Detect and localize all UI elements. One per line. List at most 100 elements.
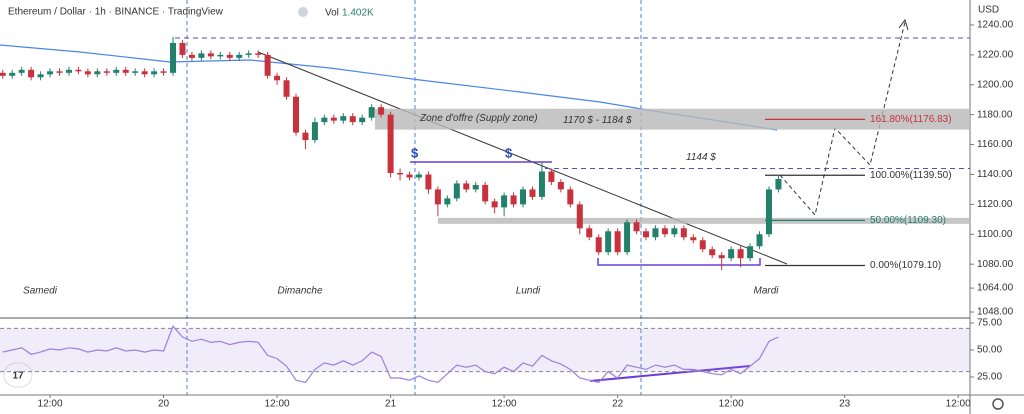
candle-body <box>56 71 63 73</box>
candle-body <box>368 107 375 118</box>
day-label: Mardi <box>753 286 779 297</box>
x-tick-label: 12:00 <box>265 399 290 410</box>
candle-body <box>141 71 148 75</box>
candle-body <box>255 53 262 55</box>
candle-body <box>340 116 347 121</box>
candle-body <box>387 114 394 173</box>
candle-body <box>349 116 356 123</box>
candle-body <box>151 71 158 75</box>
fib-label: 50.00%(1109.30) <box>870 215 946 226</box>
candle-body <box>207 53 214 57</box>
candle-body <box>434 189 441 205</box>
candle-body <box>643 231 650 238</box>
candle-body <box>359 117 366 123</box>
candle-body <box>699 240 706 250</box>
candle-body <box>747 246 754 259</box>
candle-body <box>28 69 35 78</box>
candle-body <box>103 71 110 73</box>
y-tick-label: 1200.00 <box>977 79 1014 90</box>
y-tick-label: 1064.00 <box>977 283 1014 294</box>
candle-body <box>482 184 489 202</box>
candle-body <box>274 75 281 81</box>
y-tick-label: 1080.00 <box>977 259 1014 270</box>
candle-body <box>709 249 716 256</box>
candle-body <box>624 222 631 253</box>
candle-body <box>576 204 583 229</box>
candle-body <box>245 53 252 55</box>
candle-body <box>737 249 744 259</box>
rsi-divergence <box>589 365 751 382</box>
rsi-line <box>2 325 779 384</box>
x-tick-label: 12:00 <box>38 399 63 410</box>
fib-label: 161.80%(1176.83) <box>870 114 952 125</box>
trendline <box>257 51 788 265</box>
candle-body <box>65 69 72 73</box>
candle-body <box>283 80 290 97</box>
y-tick-label: 1140.00 <box>977 169 1013 180</box>
candle-body <box>406 174 413 178</box>
candle-body <box>633 222 640 232</box>
supply-zone <box>375 108 970 130</box>
y-tick-label: 1220.00 <box>977 50 1014 61</box>
candle-body <box>595 237 602 253</box>
candle-body <box>690 237 697 241</box>
candle-body <box>188 54 195 58</box>
candle-body <box>37 74 44 78</box>
y-tick-label: 1120.00 <box>977 199 1013 210</box>
candle-body <box>472 184 479 190</box>
candle-body <box>756 234 763 247</box>
y-tick-label: 1100.00 <box>977 229 1013 240</box>
title: Ethereum / Dollar · 1h · BINANCE · Tradi… <box>8 7 224 18</box>
day-label: Dimanche <box>277 286 322 297</box>
y-tick-label: 1160.00 <box>977 139 1013 150</box>
candle-body <box>728 249 735 259</box>
candle-body <box>160 71 167 73</box>
candle-body <box>397 172 404 175</box>
dollar-marker: $ <box>411 145 419 160</box>
rsi-band <box>0 328 970 372</box>
session-lines <box>186 0 642 395</box>
candle-body <box>311 122 318 141</box>
candle-body <box>198 53 205 58</box>
candle-body <box>9 72 16 76</box>
candle-body <box>179 42 186 55</box>
candle-body <box>170 42 177 73</box>
y-tick-label: 1048.00 <box>977 307 1014 318</box>
settings-icon[interactable] <box>992 398 1004 410</box>
x-tick-label: 20 <box>158 399 170 410</box>
candle-body <box>378 107 385 115</box>
candle-body <box>444 198 451 205</box>
candle-body <box>453 183 460 199</box>
candle-body <box>548 171 555 182</box>
candle-body <box>586 228 593 238</box>
y-tick-label: 1180.00 <box>977 109 1013 120</box>
zone-price-label: 1170 $ - 1184 $ <box>563 115 632 126</box>
x-tick-label: 21 <box>385 399 397 410</box>
candle-body <box>217 54 224 57</box>
candle-body <box>510 195 517 205</box>
candle-body <box>122 69 129 73</box>
fib-label: 0.00%(1079.10) <box>870 260 941 271</box>
day-label: Lundi <box>516 286 541 297</box>
candle-body <box>330 117 337 121</box>
x-tick-label: 12:00 <box>492 399 517 410</box>
volume-label: Vol <box>325 8 339 19</box>
level-label: 1144 $ <box>686 152 716 163</box>
icon <box>298 7 308 17</box>
x-tick-label: 12:00 <box>719 399 744 410</box>
candle-body <box>84 71 91 75</box>
candle-body <box>765 189 772 235</box>
volume-value: 1.402K <box>342 8 374 19</box>
svg-text:17: 17 <box>12 371 24 382</box>
projection-arrow <box>898 18 909 31</box>
candle-body <box>132 71 139 73</box>
candle-body <box>491 201 498 208</box>
candle-body <box>718 255 725 259</box>
candle-body <box>226 54 233 58</box>
candle-body <box>321 117 328 123</box>
candle-body <box>18 69 25 73</box>
candle-body <box>605 231 612 253</box>
candle-body <box>529 189 536 197</box>
candle-body <box>775 178 782 190</box>
